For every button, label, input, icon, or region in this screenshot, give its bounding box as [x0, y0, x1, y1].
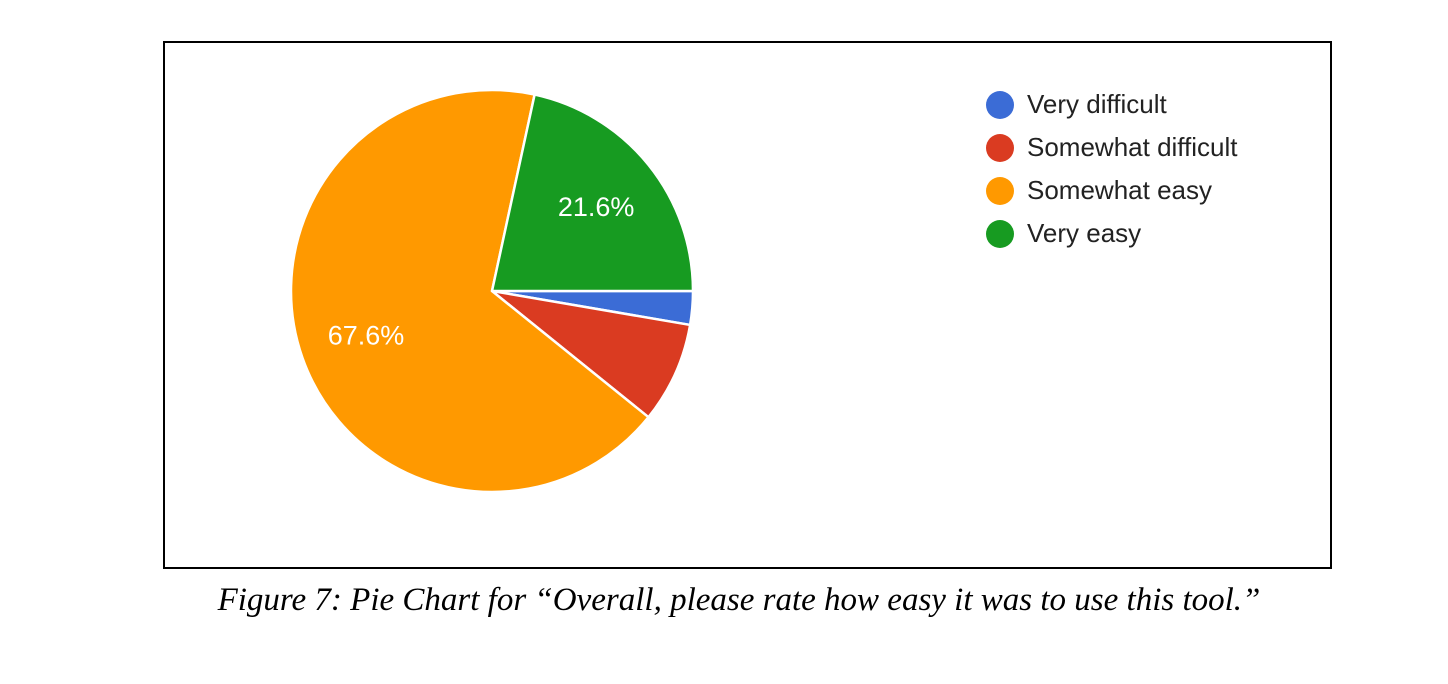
- legend-item: Very easy: [986, 212, 1238, 255]
- figure-caption: Figure 7: Pie Chart for “Overall, please…: [217, 582, 1261, 618]
- pie-chart: 67.6% 21.6%: [289, 88, 695, 494]
- legend-label: Somewhat difficult: [1027, 132, 1238, 162]
- legend-swatch-icon: [986, 133, 1014, 162]
- legend-label: Very difficult: [1027, 89, 1167, 119]
- legend-item: Very difficult: [986, 83, 1238, 126]
- chart-legend: Very difficult Somewhat difficult Somewhat…: [986, 83, 1238, 255]
- legend-swatch-icon: [986, 219, 1014, 248]
- legend-item: Somewhat difficult: [986, 126, 1238, 169]
- figure-box: 67.6% 21.6% Very difficult Somewhat diffic…: [163, 41, 1332, 569]
- pie-slice-somewhat-easy: [289, 88, 650, 494]
- pie-slice-somewhat-difficult: [490, 289, 692, 419]
- legend-swatch-icon: [986, 176, 1014, 205]
- legend-item: Somewhat easy: [986, 169, 1238, 212]
- legend-swatch-icon: [986, 90, 1014, 119]
- pie-data-label: 67.6%: [328, 321, 405, 351]
- pie-data-label: 21.6%: [558, 192, 635, 222]
- legend-label: Somewhat easy: [1027, 175, 1212, 205]
- pie-slice-very-easy: [490, 93, 695, 293]
- legend-label: Very easy: [1027, 218, 1142, 248]
